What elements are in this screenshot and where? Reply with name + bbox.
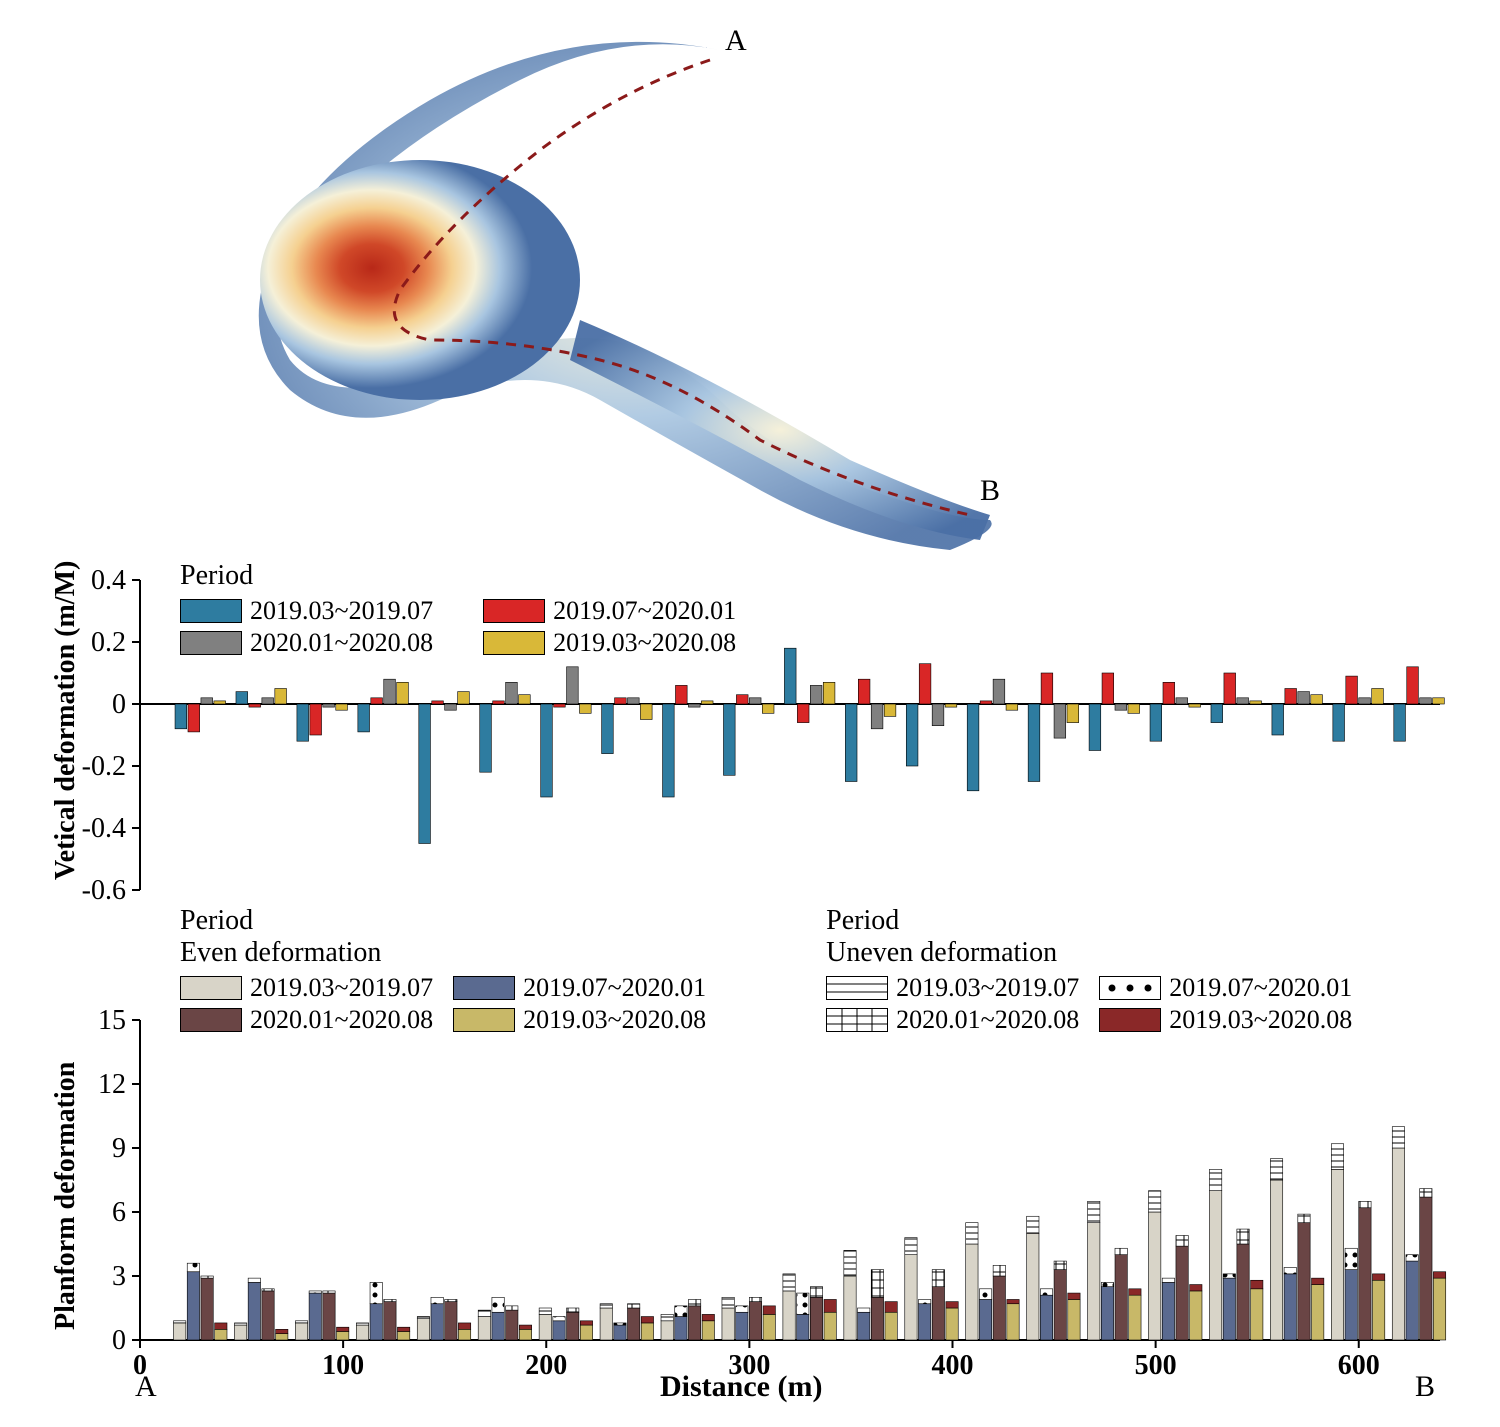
legend-label: 2020.01~2020.08 xyxy=(896,1005,1079,1035)
svg-text:6: 6 xyxy=(112,1197,126,1228)
legend-label: 2019.03~2020.08 xyxy=(553,628,736,658)
legend-swatch xyxy=(483,631,545,655)
legend-swatch xyxy=(483,599,545,623)
chart2-xlabel: Distance (m) xyxy=(660,1370,822,1404)
chart2-legend-uneven-title: Period Uneven deformation xyxy=(826,905,1352,969)
legend-label: 2019.03~2020.08 xyxy=(523,1005,706,1035)
svg-text:-0.4: -0.4 xyxy=(82,813,126,844)
svg-text:0: 0 xyxy=(112,1325,126,1356)
chart1-legend-title: Period xyxy=(180,560,736,592)
chart1-legend-item-0: 2019.03~2019.07 xyxy=(180,596,433,626)
svg-text:400: 400 xyxy=(932,1350,974,1381)
legend-swatch-crosshatch xyxy=(826,1008,888,1032)
chart1-legend: Period 2019.03~2019.07 2020.01~2020.08 xyxy=(180,560,736,660)
svg-text:-0.2: -0.2 xyxy=(82,751,126,782)
legend-swatch xyxy=(180,1008,242,1032)
svg-text:600: 600 xyxy=(1338,1350,1380,1381)
legend-label: 2019.03~2020.08 xyxy=(1169,1005,1352,1035)
svg-text:0.4: 0.4 xyxy=(91,565,126,596)
chart2-panel: Planform deformation 0369121501002003004… xyxy=(20,900,1480,1410)
figure-container: A B Vetical deformation (m/M) -0.6-0.4-0… xyxy=(20,20,1480,1407)
chart2-ylabel: Planform deformation xyxy=(50,1062,82,1330)
svg-text:9: 9 xyxy=(112,1133,126,1164)
legend-swatch-hlines xyxy=(826,976,888,1000)
heatmap-panel: A B xyxy=(200,20,1020,560)
heatmap-core xyxy=(260,160,580,400)
legend-label: 2020.01~2020.08 xyxy=(250,1005,433,1035)
chart1-legend-item-1: 2019.07~2020.01 xyxy=(483,596,736,626)
chart2-legend-even-title: Period Even deformation xyxy=(180,905,706,969)
legend-even-2: 2020.01~2020.08 xyxy=(180,1005,433,1035)
legend-swatch-dots xyxy=(1099,976,1161,1000)
svg-text:200: 200 xyxy=(525,1350,567,1381)
svg-text:0.2: 0.2 xyxy=(91,627,126,658)
chart1-ylabel: Vetical deformation (m/M) xyxy=(50,561,82,880)
legend-label: 2019.07~2020.01 xyxy=(1169,973,1352,1003)
legend-uneven-2: 2020.01~2020.08 xyxy=(826,1005,1079,1035)
chart1-legend-item-3: 2019.03~2020.08 xyxy=(483,628,736,658)
legend-swatch xyxy=(453,976,515,1000)
legend-swatch xyxy=(1099,1008,1161,1032)
legend-uneven-3: 2019.03~2020.08 xyxy=(1099,1005,1352,1035)
svg-text:12: 12 xyxy=(98,1069,126,1100)
chart2-legend-even: Period Even deformation 2019.03~2019.07 … xyxy=(180,905,706,1037)
chart2-legend-uneven: Period Uneven deformation 2019.03~2019.0… xyxy=(826,905,1352,1037)
endpoint-a: A xyxy=(135,1370,157,1404)
legend-swatch xyxy=(453,1008,515,1032)
legend-label: 2019.03~2019.07 xyxy=(250,973,433,1003)
svg-text:15: 15 xyxy=(98,1005,126,1036)
legend-even-1: 2019.07~2020.01 xyxy=(453,973,706,1003)
legend-even-0: 2019.03~2019.07 xyxy=(180,973,433,1003)
endpoint-b: B xyxy=(1415,1370,1435,1404)
legend-uneven-1: 2019.07~2020.01 xyxy=(1099,973,1352,1003)
heatmap-label-a: A xyxy=(725,24,747,57)
chart1-legend-item-2: 2020.01~2020.08 xyxy=(180,628,433,658)
heatmap-svg: A B xyxy=(200,20,1020,560)
legend-label: 2019.03~2019.07 xyxy=(896,973,1079,1003)
svg-text:100: 100 xyxy=(322,1350,364,1381)
legend-uneven-0: 2019.03~2019.07 xyxy=(826,973,1079,1003)
heatmap-tail xyxy=(570,320,990,540)
legend-label: 2019.07~2020.01 xyxy=(553,596,736,626)
legend-swatch xyxy=(180,599,242,623)
svg-text:3: 3 xyxy=(112,1261,126,1292)
legend-swatch xyxy=(180,976,242,1000)
svg-text:0: 0 xyxy=(112,689,126,720)
legend-even-3: 2019.03~2020.08 xyxy=(453,1005,706,1035)
heatmap-label-b: B xyxy=(980,474,1000,507)
legend-label: 2019.03~2019.07 xyxy=(250,596,433,626)
legend-label: 2020.01~2020.08 xyxy=(250,628,433,658)
chart2-legend: Period Even deformation 2019.03~2019.07 … xyxy=(180,905,1380,1037)
legend-swatch xyxy=(180,631,242,655)
legend-label: 2019.07~2020.01 xyxy=(523,973,706,1003)
chart1-panel: Vetical deformation (m/M) -0.6-0.4-0.200… xyxy=(20,560,1480,910)
svg-text:500: 500 xyxy=(1135,1350,1177,1381)
